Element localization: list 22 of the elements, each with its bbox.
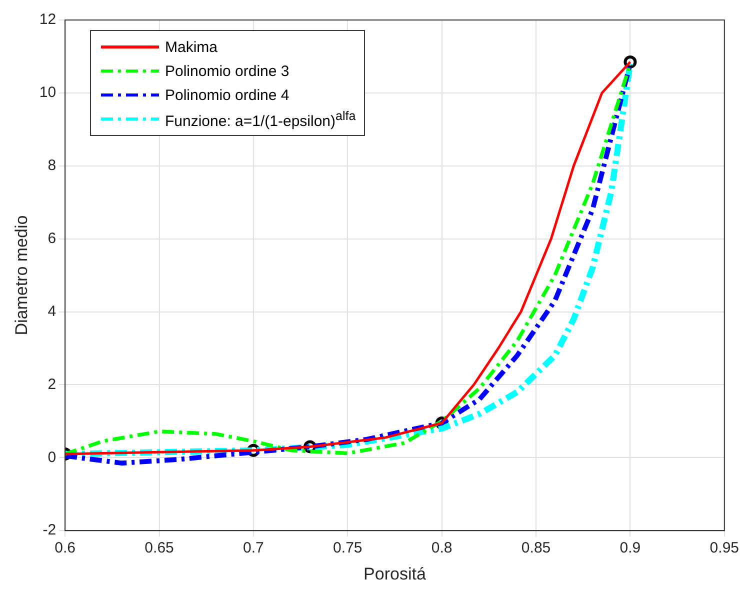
y-tick-label: 12 (39, 11, 56, 28)
y-tick-label: 6 (48, 230, 56, 247)
x-tick-label: 0.75 (333, 540, 362, 557)
x-tick-label: 0.95 (710, 540, 740, 557)
y-tick-label: 2 (48, 376, 56, 393)
y-axis-title: Diametro medio (12, 215, 31, 336)
x-tick-label: 0.6 (54, 540, 76, 557)
y-tick-label: 0 (48, 448, 56, 466)
x-axis-title: Porositá (364, 564, 426, 584)
y-tick-label: 4 (48, 302, 56, 320)
x-tick-label: 0.85 (521, 540, 551, 557)
x-tick-label: 0.65 (144, 540, 174, 557)
y-tick-label: 8 (48, 157, 56, 174)
legend-label: Polinomio ordine 4 (165, 86, 290, 104)
legend-label: Polinomio ordine 3 (165, 62, 290, 80)
y-tick-label: 10 (39, 84, 56, 102)
legend-label: Funzione: a=1/(1-epsilon)$^{alfa}$ (165, 108, 356, 130)
y-tick-label: -2 (42, 522, 56, 539)
x-tick-label: 0.9 (620, 540, 641, 557)
x-tick-label: 0.7 (243, 540, 264, 557)
x-tick-label: 0.8 (431, 540, 452, 557)
legend-label: Makima (165, 38, 218, 56)
